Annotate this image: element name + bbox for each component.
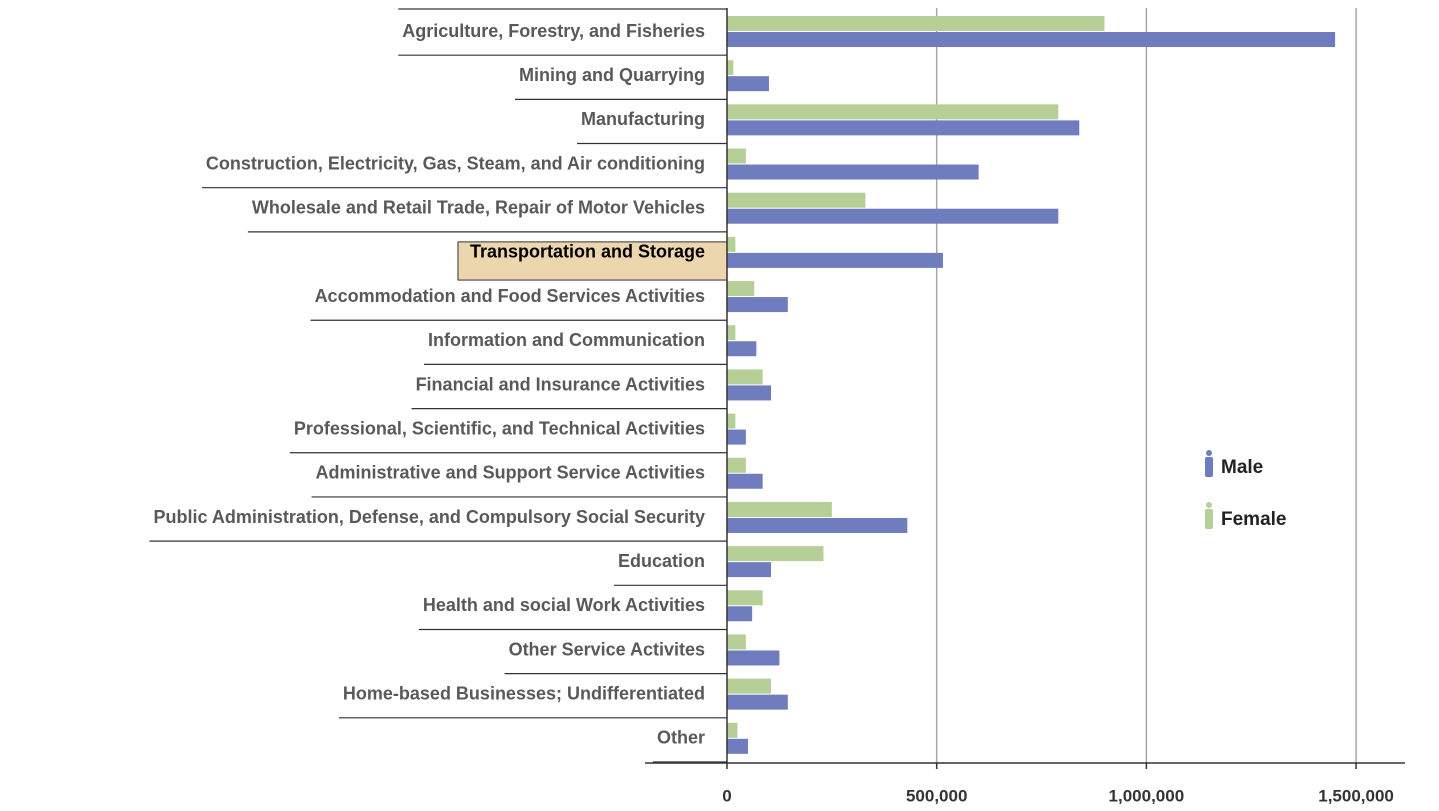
bar <box>727 325 736 341</box>
bar <box>727 429 746 445</box>
bar <box>727 634 746 650</box>
bar <box>727 16 1105 31</box>
category-label: Other <box>657 728 705 748</box>
bar <box>727 413 736 429</box>
category-label: Information and Communication <box>428 330 705 350</box>
bar <box>727 281 755 297</box>
category-label: Financial and Insurance Activities <box>416 374 705 394</box>
category-label: Other Service Activites <box>509 639 705 659</box>
category-label: Education <box>618 551 705 571</box>
x-tick-label: 0 <box>722 786 731 805</box>
x-tick-label: 500,000 <box>906 786 967 805</box>
category-label: Wholesale and Retail Trade, Repair of Mo… <box>252 198 705 218</box>
legend-label: Female <box>1221 509 1286 530</box>
category-label: Construction, Electricity, Gas, Steam, a… <box>206 153 705 173</box>
legend-icon-head <box>1206 502 1212 508</box>
bar <box>727 297 788 313</box>
bar <box>727 517 908 533</box>
category-label: Administrative and Support Service Activ… <box>316 463 705 483</box>
category-label: Health and social Work Activities <box>423 595 705 615</box>
category-label: Professional, Scientific, and Technical … <box>294 418 705 438</box>
legend-icon-body <box>1205 457 1213 477</box>
bar <box>727 104 1059 120</box>
bar <box>727 694 788 710</box>
bar <box>727 148 746 164</box>
bar <box>727 208 1059 224</box>
bars <box>727 16 1336 754</box>
bar <box>727 192 866 208</box>
bar <box>727 562 772 578</box>
bar <box>727 341 757 357</box>
bar <box>727 590 763 606</box>
bar <box>727 473 763 489</box>
bar <box>727 738 748 754</box>
bar <box>727 252 943 268</box>
x-tick-label: 1,500,000 <box>1318 786 1394 805</box>
bar <box>727 385 772 401</box>
bar <box>727 501 832 517</box>
bar <box>727 457 746 473</box>
bar <box>727 236 736 252</box>
bar <box>727 32 1336 47</box>
legend-label: Male <box>1221 457 1263 478</box>
legend-item: Male <box>1205 450 1263 478</box>
bar <box>727 722 738 738</box>
category-label: Public Administration, Defense, and Comp… <box>154 507 705 527</box>
x-tick-label: 1,000,000 <box>1109 786 1185 805</box>
bar <box>727 60 734 76</box>
category-label: Agriculture, Forestry, and Fisheries <box>402 21 705 41</box>
bar <box>727 164 979 180</box>
bar <box>727 606 753 622</box>
legend-icon-head <box>1206 450 1212 456</box>
category-label: Manufacturing <box>581 109 705 129</box>
category-label: Home-based Businesses; Undifferentiated <box>343 683 705 703</box>
category-label: Accommodation and Food Services Activiti… <box>315 286 705 306</box>
bar <box>727 76 769 92</box>
legend-item: Female <box>1205 502 1286 530</box>
labels: Agriculture, Forestry, and Fisheries Mini… <box>149 8 728 763</box>
bar <box>727 369 763 385</box>
bar <box>727 546 824 562</box>
bar <box>727 678 772 694</box>
category-label: Transportation and Storage <box>470 242 705 262</box>
bar <box>727 120 1080 136</box>
legend-icon-body <box>1205 509 1213 529</box>
bar <box>727 650 780 666</box>
category-label: Mining and Quarrying <box>519 65 705 85</box>
